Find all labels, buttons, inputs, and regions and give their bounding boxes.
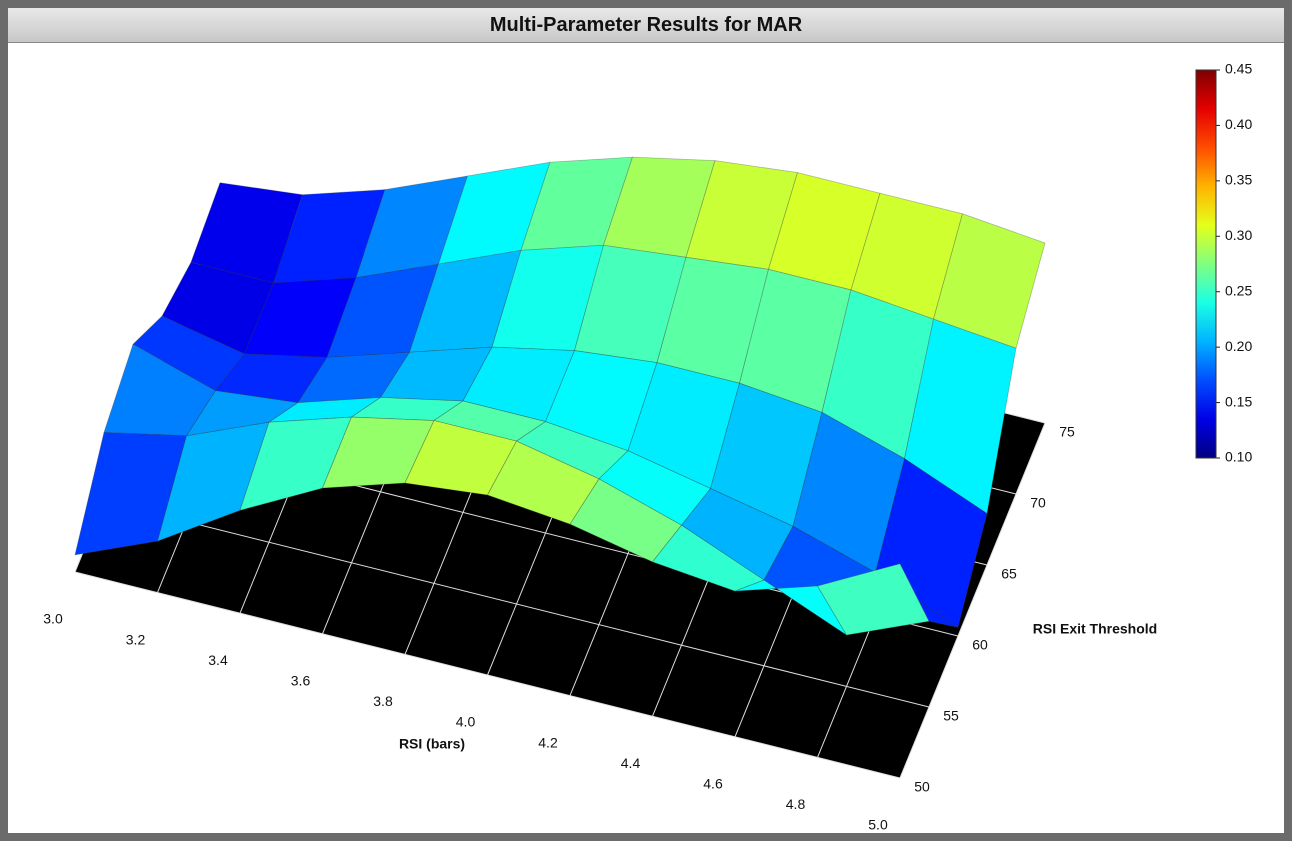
y-tick-label: 70: [1030, 495, 1046, 511]
x-tick-label: 3.2: [126, 631, 146, 647]
x-tick-label: 4.4: [621, 755, 641, 771]
y-tick-label: 60: [972, 637, 988, 653]
floor-grid-line: [103, 500, 930, 708]
colorbar-tick-label: 0.35: [1225, 172, 1252, 188]
x-axis-title: RSI (bars): [399, 736, 465, 752]
surface-cell: [933, 213, 1046, 349]
y-tick-label: 65: [1001, 566, 1017, 582]
colorbar-tick-label: 0.40: [1225, 116, 1252, 132]
colorbar-tick-label: 0.25: [1225, 282, 1252, 298]
y-tick-label: 75: [1059, 424, 1075, 440]
x-tick-label: 3.6: [291, 673, 311, 689]
colorbar-tick-label: 0.15: [1225, 393, 1252, 409]
x-tick-label: 5.0: [868, 817, 888, 833]
y-axis-title: RSI Exit Threshold: [1033, 621, 1157, 637]
surface-cell: [816, 563, 930, 636]
colorbar: [1195, 69, 1217, 459]
colorbar-tick-label: 0.10: [1225, 449, 1252, 465]
chart-title: Multi-Parameter Results for MAR: [8, 8, 1284, 43]
y-tick-label: 55: [943, 708, 959, 724]
x-tick-label: 4.2: [538, 734, 558, 750]
x-tick-label: 4.6: [703, 776, 723, 792]
x-tick-label: 3.4: [208, 652, 228, 668]
colorbar-tick-label: 0.30: [1225, 227, 1252, 243]
floor-grid-line: [899, 422, 1046, 779]
y-tick-label: 50: [914, 779, 930, 795]
x-tick-label: 3.8: [373, 693, 393, 709]
colorbar-tick-label: 0.45: [1225, 61, 1252, 77]
x-tick-label: 4.8: [786, 796, 806, 812]
x-tick-label: 4.0: [456, 714, 476, 730]
floor-grid-line: [74, 571, 901, 779]
colorbar-tick-label: 0.20: [1225, 338, 1252, 354]
x-tick-label: 3.0: [43, 611, 63, 627]
